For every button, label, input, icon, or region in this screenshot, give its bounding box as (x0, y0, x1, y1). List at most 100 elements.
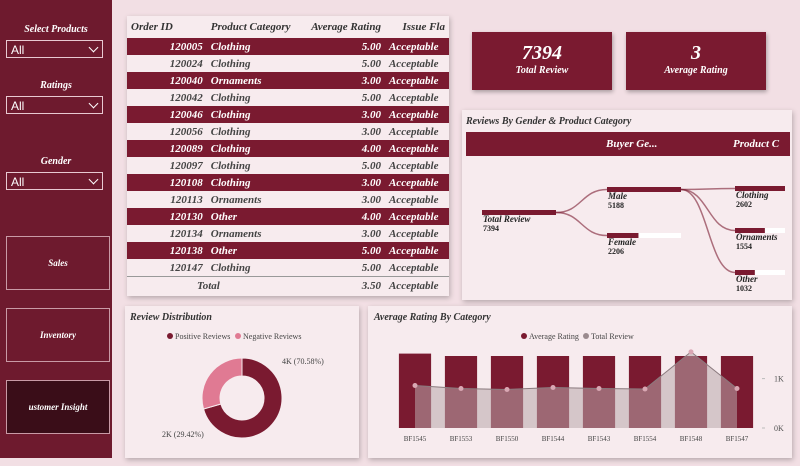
table-row: 120046 Clothing 3.00 Acceptable (127, 106, 449, 123)
kpi-card: 3 Average Rating (626, 32, 766, 90)
column-header: Order ID (131, 21, 173, 33)
table-cell: 120040 (127, 72, 207, 89)
table-cell: Clothing (206, 174, 301, 191)
table-cell: Acceptable (384, 89, 449, 106)
table-cell: 120113 (127, 191, 207, 208)
table-cell: 120147 (127, 259, 207, 277)
table-row: 120138 Other 5.00 Acceptable (127, 242, 449, 259)
table-cell: Ornaments (206, 225, 301, 242)
nav-button[interactable]: ustomer Insight (6, 380, 110, 434)
table-cell: 5.00 (300, 259, 385, 277)
table-cell: 120108 (127, 174, 207, 191)
table-cell: 120005 (127, 38, 207, 55)
table-panel: Order ID Product Category Average Rating Is… (127, 16, 449, 296)
table-cell: 120046 (127, 106, 207, 123)
table-cell: Clothing (206, 140, 301, 157)
table-cell: Acceptable (384, 157, 449, 174)
table-cell: 5.00 (300, 89, 385, 106)
table-cell: Acceptable (384, 225, 449, 242)
filter-label: Gender (40, 156, 72, 167)
table-cell: Ornaments (206, 191, 301, 208)
kpi-label: Total Review (515, 65, 569, 76)
table-cell: Total (127, 276, 301, 294)
total-row: Total 3.50 Acceptable (127, 276, 449, 294)
column-header: Product Category (210, 21, 291, 33)
filter-dropdown[interactable]: All (6, 172, 103, 190)
table-cell: 120024 (127, 55, 207, 72)
table-cell: 5.00 (300, 242, 385, 259)
table-row: 120097 Clothing 5.00 Acceptable (127, 157, 449, 174)
table-cell: 5.00 (300, 55, 385, 72)
kpi-label: Average Rating (664, 65, 728, 76)
table-cell: 3.00 (300, 225, 385, 242)
table-cell: 120138 (127, 242, 207, 259)
table-cell: 3.00 (300, 72, 385, 89)
table-cell: 3.00 (300, 191, 385, 208)
table-cell: Acceptable (384, 242, 449, 259)
column-header: Average Rating (311, 21, 381, 33)
table-cell: 120056 (127, 123, 207, 140)
table-row: 120108 Clothing 3.00 Acceptable (127, 174, 449, 191)
kpi-value: 7394 (522, 42, 562, 64)
table-row: 120056 Clothing 3.00 Acceptable (127, 123, 449, 140)
kpi-value: 3 (691, 42, 701, 64)
filter-label: Ratings (40, 80, 72, 91)
nav-button[interactable]: Inventory (6, 308, 110, 362)
table-row: 120089 Clothing 4.00 Acceptable (127, 140, 449, 157)
table-row: 120005 Clothing 5.00 Acceptable (127, 38, 449, 55)
header-row: Order ID Product Category Average Rating Is… (127, 16, 449, 38)
table-cell: Acceptable (384, 55, 449, 72)
sidebar: Select Products All Ratings All Gender All Sal… (0, 0, 112, 458)
kpi-card: 7394 Total Review (472, 32, 612, 90)
table-cell: 120097 (127, 157, 207, 174)
table-cell: Acceptable (384, 259, 449, 277)
table-cell: Acceptable (384, 72, 449, 89)
table-cell: Acceptable (384, 38, 449, 55)
filter-dropdown[interactable]: All (6, 40, 103, 58)
filter-label: Select Products (24, 24, 88, 35)
table-cell: Acceptable (384, 191, 449, 208)
table-cell: Clothing (206, 106, 301, 123)
table-cell: Acceptable (384, 106, 449, 123)
table-cell: 120130 (127, 208, 207, 225)
donut-panel (125, 306, 359, 458)
table-cell: 3.00 (300, 106, 385, 123)
table-row: 120113 Ornaments 3.00 Acceptable (127, 191, 449, 208)
table-cell: Clothing (206, 55, 301, 72)
table-cell: Clothing (206, 157, 301, 174)
table-cell: Acceptable (384, 123, 449, 140)
table-cell: 120089 (127, 140, 207, 157)
table-cell: 120134 (127, 225, 207, 242)
tree-panel (462, 110, 792, 300)
table-row: 120024 Clothing 5.00 Acceptable (127, 55, 449, 72)
filter-dropdown[interactable]: All (6, 96, 103, 114)
table-cell: Acceptable (384, 174, 449, 191)
table-cell: 5.00 (300, 157, 385, 174)
orders-table: Order ID Product Category Average Rating Is… (127, 16, 449, 294)
table-row: 120040 Ornaments 3.00 Acceptable (127, 72, 449, 89)
table-cell: Clothing (206, 123, 301, 140)
table-cell: Acceptable (384, 140, 449, 157)
table-row: 120130 Other 4.00 Acceptable (127, 208, 449, 225)
combo-panel (368, 306, 792, 458)
table-cell: 4.00 (300, 208, 385, 225)
table-cell: Clothing (206, 89, 301, 106)
table-cell: Ornaments (206, 72, 301, 89)
table-cell: 4.00 (300, 140, 385, 157)
table-row: 120147 Clothing 5.00 Acceptable (127, 259, 449, 277)
table-cell: Acceptable (384, 208, 449, 225)
table-cell: 3.00 (300, 123, 385, 140)
column-header: Issue Fla (402, 21, 446, 33)
table-cell: 3.50 (300, 276, 385, 294)
table-cell: Clothing (206, 38, 301, 55)
table-cell: Other (206, 242, 301, 259)
nav-button[interactable]: Sales (6, 236, 110, 290)
table-cell: Other (206, 208, 301, 225)
table-cell: Clothing (206, 259, 301, 277)
table-row: 120042 Clothing 5.00 Acceptable (127, 89, 449, 106)
table-cell: 120042 (127, 89, 207, 106)
table-cell: Acceptable (384, 276, 449, 294)
table-row: 120134 Ornaments 3.00 Acceptable (127, 225, 449, 242)
table-cell: 5.00 (300, 38, 385, 55)
